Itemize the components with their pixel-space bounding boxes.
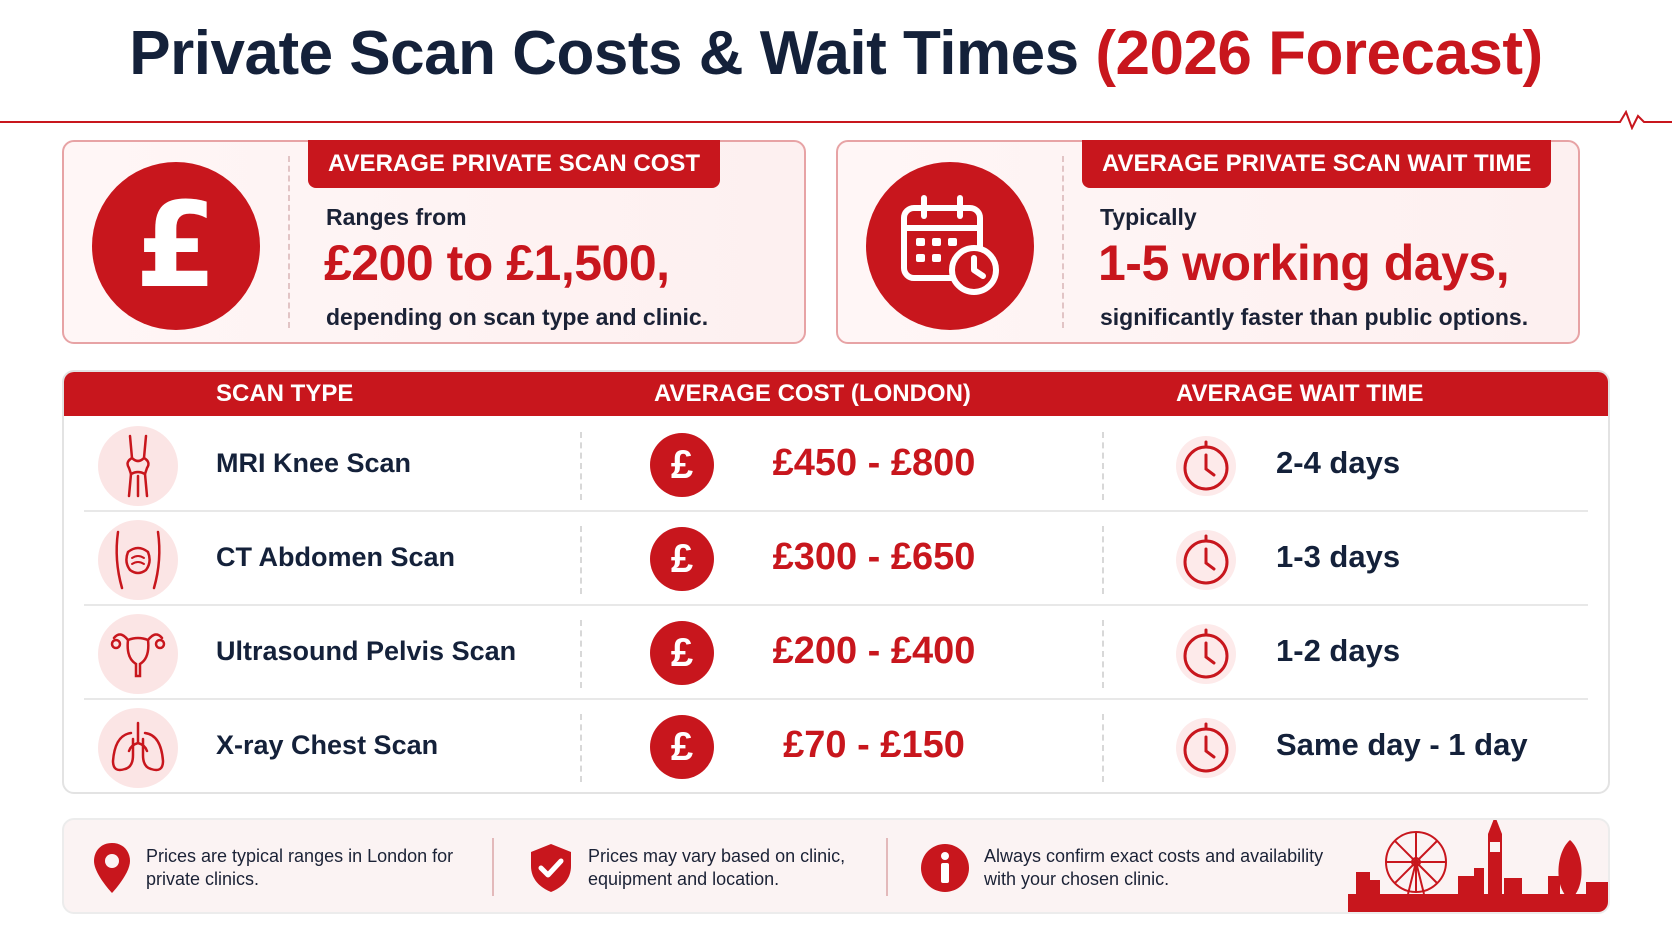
pound-icon: £	[650, 527, 714, 591]
scan-cost: £200 - £400	[772, 630, 976, 672]
scan-cost: £70 - £150	[783, 724, 965, 766]
scan-name: X-ray Chest Scan	[216, 730, 439, 760]
cost-card-range: £200 to £1,500,	[324, 235, 670, 291]
stopwatch-icon	[1176, 718, 1236, 778]
column-divider	[1102, 714, 1104, 782]
header-average-cost: AVERAGE COST (LONDON)	[654, 380, 971, 407]
svg-text:£: £	[135, 186, 217, 306]
cost-card-label: AVERAGE PRIVATE SCAN COST	[308, 140, 721, 188]
column-divider	[580, 714, 582, 782]
scan-wait: 2-4 days	[1276, 445, 1401, 480]
scan-name: MRI Knee Scan	[216, 448, 412, 478]
knee-joint-icon	[98, 426, 178, 506]
stopwatch-icon	[1176, 530, 1236, 590]
row-divider	[84, 510, 1588, 512]
info-icon	[921, 844, 969, 892]
note-line: equipment and location.	[588, 869, 780, 889]
scan-name: Ultrasound Pelvis Scan	[216, 636, 517, 666]
scan-cost: £300 - £650	[772, 536, 976, 578]
scan-wait: Same day - 1 day	[1276, 727, 1528, 762]
footer-divider	[886, 838, 888, 896]
cost-card-intro: Ranges from	[326, 204, 467, 230]
note-line: Prices may vary based on clinic,	[588, 846, 846, 866]
location-pin-icon	[94, 843, 130, 893]
scan-wait: 1-3 days	[1276, 539, 1401, 574]
card-divider	[1062, 156, 1064, 328]
cost-summary-card: £ AVERAGE PRIVATE SCAN COST Ranges from …	[62, 140, 806, 344]
wait-card-label: AVERAGE PRIVATE SCAN WAIT TIME	[1082, 140, 1552, 188]
note-line: with your chosen clinic.	[984, 869, 1170, 889]
note-item: Prices may vary based on clinic, equipme…	[528, 820, 845, 912]
title-accent: (2026 Forecast)	[1095, 19, 1543, 88]
wait-summary-card: AVERAGE PRIVATE SCAN WAIT TIME Typically…	[836, 140, 1580, 344]
note-line: private clinics.	[146, 869, 260, 889]
column-divider	[580, 620, 582, 688]
scan-name: CT Abdomen Scan	[216, 542, 456, 572]
pound-icon: £	[650, 433, 714, 497]
column-divider	[1102, 526, 1104, 594]
cost-card-note: depending on scan type and clinic.	[326, 304, 709, 330]
table-row: MRI Knee Scan £ £450 - £800 2-4 days	[64, 418, 1608, 512]
table-row: CT Abdomen Scan £ £300 - £650 1-3 days	[64, 512, 1608, 606]
footer-notes: Prices are typical ranges in London for …	[62, 818, 1610, 914]
pound-sign-icon: £	[92, 162, 260, 330]
note-line: Prices are typical ranges in London for	[146, 846, 454, 866]
pound-icon: £	[650, 621, 714, 685]
title-main: Private Scan Costs & Wait Times	[129, 19, 1079, 88]
stopwatch-icon	[1176, 436, 1236, 496]
wait-card-range: 1-5 working days,	[1098, 235, 1510, 291]
note-line: Always confirm exact costs and availabil…	[984, 846, 1324, 866]
card-divider	[288, 156, 290, 328]
abdomen-icon	[98, 520, 178, 600]
note-text: Always confirm exact costs and availabil…	[984, 845, 1323, 891]
note-text: Prices are typical ranges in London for …	[146, 845, 453, 891]
london-skyline-icon	[1348, 820, 1608, 912]
shield-check-icon	[531, 844, 571, 892]
column-divider	[1102, 620, 1104, 688]
heartbeat-divider-icon	[0, 110, 1672, 130]
wait-card-intro: Typically	[1100, 204, 1197, 230]
column-divider	[1102, 432, 1104, 500]
table-header: SCAN TYPE AVERAGE COST (LONDON) AVERAGE …	[64, 372, 1608, 416]
scan-comparison-table: SCAN TYPE AVERAGE COST (LONDON) AVERAGE …	[62, 370, 1610, 794]
scan-cost: £450 - £800	[772, 442, 976, 484]
lungs-icon	[98, 708, 178, 788]
row-divider	[84, 698, 1588, 700]
header-scan-type: SCAN TYPE	[216, 380, 354, 407]
row-divider	[84, 604, 1588, 606]
note-item: Prices are typical ranges in London for …	[92, 820, 453, 912]
column-divider	[580, 432, 582, 500]
note-item: Always confirm exact costs and availabil…	[920, 820, 1323, 912]
note-text: Prices may vary based on clinic, equipme…	[588, 845, 845, 891]
pound-icon: £	[650, 715, 714, 779]
column-divider	[580, 526, 582, 594]
scan-wait: 1-2 days	[1276, 633, 1401, 668]
pelvis-uterus-icon	[98, 614, 178, 694]
footer-divider	[492, 838, 494, 896]
table-row: X-ray Chest Scan £ £70 - £150 Same day -…	[64, 700, 1608, 792]
page-title: Private Scan Costs & Wait Times (2026 Fo…	[0, 18, 1672, 89]
stopwatch-icon	[1176, 624, 1236, 684]
wait-card-note: significantly faster than public options…	[1100, 304, 1529, 330]
header-average-wait: AVERAGE WAIT TIME	[1176, 380, 1424, 407]
calendar-clock-icon	[866, 162, 1034, 330]
table-row: Ultrasound Pelvis Scan £ £200 - £400 1-2…	[64, 606, 1608, 700]
